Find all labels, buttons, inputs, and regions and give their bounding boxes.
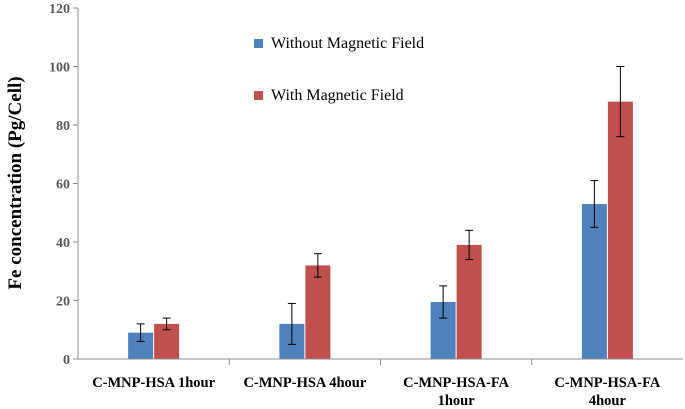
x-tick-label: C-MNP-HSA 4hour <box>243 375 366 391</box>
y-tick-label: 40 <box>56 236 70 251</box>
x-tick-label: C-MNP-HSA-FA 1hour <box>403 375 510 409</box>
legend-entry: Without Magnetic Field <box>271 35 424 52</box>
legend-swatch <box>254 39 263 48</box>
x-tick-label: C-MNP-HSA 1hour <box>92 375 215 391</box>
y-tick-label: 20 <box>56 295 70 310</box>
y-tick-label: 120 <box>49 2 70 17</box>
y-tick-label: 80 <box>56 119 70 134</box>
legend-swatch <box>254 91 263 100</box>
legend: Without Magnetic Field With Magnetic Fiel… <box>254 35 424 104</box>
y-axis-label: Fe concentration (Pg/Cell) <box>5 76 26 289</box>
bar <box>607 101 633 359</box>
bars <box>128 66 633 359</box>
x-tick-label: C-MNP-HSA-FA 4hour <box>554 375 661 409</box>
y-tick-label: 60 <box>56 178 70 193</box>
y-tick-label: 100 <box>49 61 70 76</box>
x-axis: C-MNP-HSA 1hour C-MNP-HSA 4hour C-MNP-HSA-… <box>78 358 683 409</box>
bar <box>581 203 607 359</box>
y-tick-label: 0 <box>63 353 70 368</box>
legend-entry: With Magnetic Field <box>271 87 404 104</box>
y-axis: 0 20 40 60 80 100 120 <box>49 2 79 368</box>
bar <box>456 244 482 359</box>
bar <box>305 265 331 359</box>
